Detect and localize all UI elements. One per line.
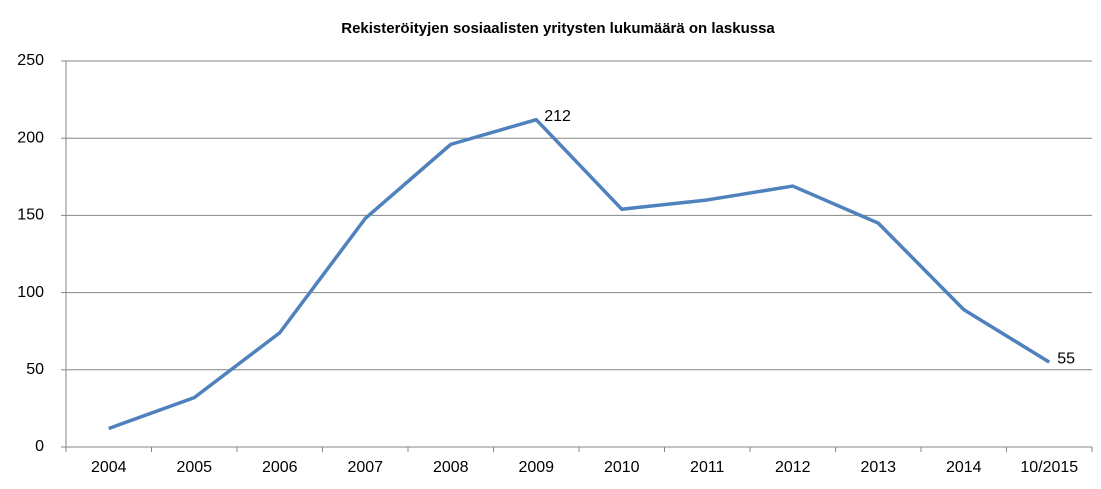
x-tick-label: 2010	[604, 459, 640, 476]
x-tick-label: 2007	[347, 459, 383, 476]
data-label: 212	[544, 108, 571, 125]
y-tick-label: 250	[17, 52, 44, 69]
x-tick-label: 2012	[775, 459, 811, 476]
y-tick-label: 100	[17, 284, 44, 301]
data-line	[108, 117, 1051, 431]
x-tick-label: 2008	[433, 459, 469, 476]
data-label: 55	[1057, 350, 1075, 367]
x-tick-label: 2011	[690, 459, 725, 476]
x-tick-label: 2014	[946, 459, 982, 476]
x-tick-label: 2004	[91, 459, 127, 476]
x-tick-label: 10/2015	[1020, 459, 1078, 476]
y-tick-label: 150	[17, 207, 44, 224]
chart-title: Rekisteröityjen sosiaalisten yritysten l…	[341, 20, 775, 37]
y-tick-label: 50	[26, 361, 44, 378]
x-tick-label: 2009	[518, 459, 554, 476]
x-tick-label: 2013	[860, 459, 896, 476]
x-tick-label: 2005	[176, 459, 212, 476]
x-tick-label: 2006	[262, 459, 298, 476]
y-tick-label: 200	[17, 129, 44, 146]
y-tick-label: 0	[35, 438, 44, 455]
